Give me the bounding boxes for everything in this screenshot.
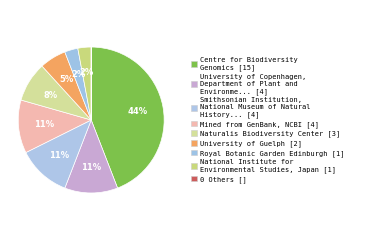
Wedge shape [91, 47, 164, 188]
Text: 11%: 11% [49, 150, 69, 160]
Text: 8%: 8% [44, 90, 58, 100]
Wedge shape [65, 48, 91, 120]
Text: 2%: 2% [71, 70, 86, 79]
Text: 44%: 44% [128, 107, 148, 116]
Wedge shape [26, 120, 91, 188]
Wedge shape [18, 100, 91, 153]
Wedge shape [42, 52, 91, 120]
Wedge shape [65, 120, 117, 193]
Text: 11%: 11% [34, 120, 54, 129]
Text: 11%: 11% [81, 163, 101, 172]
Wedge shape [78, 47, 91, 120]
Text: 5%: 5% [59, 75, 73, 84]
Legend: Centre for Biodiversity
Genomics [15], University of Copenhagen,
Department of P: Centre for Biodiversity Genomics [15], U… [190, 56, 346, 184]
Text: 2%: 2% [80, 68, 94, 77]
Wedge shape [21, 66, 91, 120]
